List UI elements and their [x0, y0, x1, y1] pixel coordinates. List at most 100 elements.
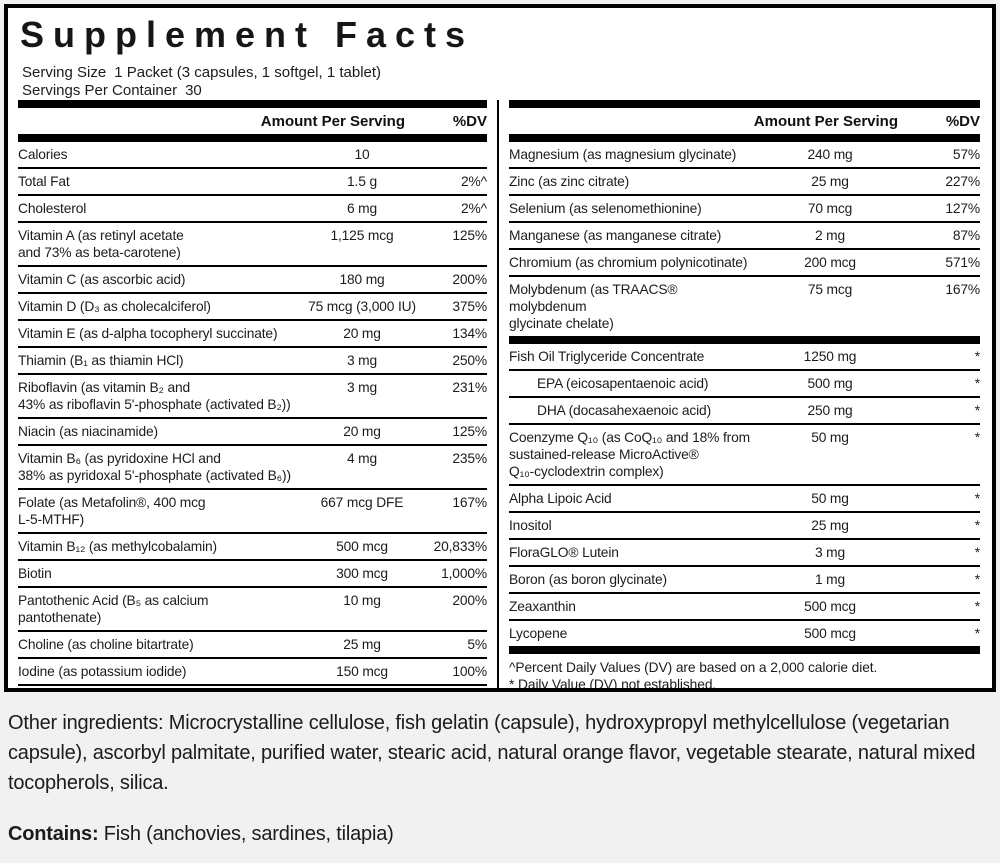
nutrient-name: FloraGLO® Lutein	[509, 545, 619, 560]
nutrient-amount: 240 mg	[807, 147, 853, 162]
nutrient-dv: *	[974, 349, 980, 364]
nutrient-name: Pantothenic Acid (B₅ as calcium pantothe…	[18, 593, 209, 625]
table-row: Vitamin A (as retinyl acetate and 73% as…	[18, 223, 487, 267]
table-row: Vitamin B₆ (as pyridoxine HCl and 38% as…	[18, 446, 487, 490]
nutrient-name: Cholesterol	[18, 201, 87, 216]
table-row: Molybdenum (as TRAACS® molybdenum glycin…	[509, 277, 980, 336]
table-row: Magnesium (as magnesium glycinate) 240 m…	[509, 142, 980, 169]
percent-dv-header: %DV	[945, 113, 980, 130]
table-row: Selenium (as selenomethionine) 70 mcg 12…	[509, 196, 980, 223]
table-row: Vitamin C (as ascorbic acid) 180 mg 200%	[18, 267, 487, 294]
nutrient-name: Boron (as boron glycinate)	[509, 572, 667, 587]
nutrient-amount: 6 mg	[346, 201, 378, 216]
serving-size-line: Serving Size 1 Packet (3 capsules, 1 soft…	[22, 64, 992, 82]
right-table-rows: Magnesium (as magnesium glycinate) 240 m…	[509, 142, 980, 654]
nutrient-name: Molybdenum (as TRAACS® molybdenum glycin…	[509, 282, 678, 331]
nutrient-dv: 231%	[452, 380, 487, 395]
section-divider-rule	[509, 336, 980, 344]
nutrient-amount: 200 mcg	[804, 255, 856, 270]
nutrient-dv: *	[974, 545, 980, 560]
nutrient-amount: 4 mg	[346, 451, 378, 466]
nutrient-dv: *	[974, 518, 980, 533]
nutrient-name: Biotin	[18, 566, 52, 581]
nutrient-amount: 10 mg	[343, 593, 381, 608]
other-ingredients-text: Microcrystalline cellulose, fish gelatin…	[8, 712, 976, 794]
nutrient-amount: 20 mg	[343, 326, 381, 341]
table-row: Biotin 300 mcg 1,000%	[18, 561, 487, 588]
servings-per-container-line: Servings Per Container 30	[22, 82, 992, 100]
nutrient-name: Chromium (as chromium polynicotinate)	[509, 255, 748, 270]
nutrient-amount: 25 mg	[811, 174, 849, 189]
table-row: Vitamin B₁₂ (as methylcobalamin) 500 mcg…	[18, 534, 487, 561]
nutrient-amount: 1250 mg	[803, 349, 857, 364]
supplement-facts-panel: Supplement Facts Serving Size 1 Packet (3…	[4, 4, 996, 692]
nutrient-dv: 2%^	[461, 174, 487, 189]
nutrient-amount: 25 mg	[811, 518, 849, 533]
table-row: Lycopene 500 mcg *	[509, 621, 980, 646]
nutrient-amount: 1 mg	[814, 572, 846, 587]
nutrient-name: Inositol	[509, 518, 552, 533]
other-ingredients-label: Other ingredients:	[8, 712, 164, 734]
table-row: Total Fat 1.5 g 2%^	[18, 169, 487, 196]
nutrient-name: Zeaxanthin	[509, 599, 576, 614]
table-row: Cholesterol 6 mg 2%^	[18, 196, 487, 223]
serving-size-label: Serving Size	[22, 64, 107, 81]
footnotes: ^Percent Daily Values (DV) are based on …	[509, 654, 980, 688]
table-row: Boron (as boron glycinate) 1 mg *	[509, 567, 980, 594]
nutrient-name: Niacin (as niacinamide)	[18, 424, 158, 439]
table-row: EPA (eicosapentaenoic acid) 500 mg *	[509, 371, 980, 398]
nutrient-dv: 375%	[452, 299, 487, 314]
servings-per-container-label: Servings Per Container	[22, 82, 178, 99]
servings-per-container-value: 30	[185, 82, 202, 99]
nutrient-name: Choline (as choline bitartrate)	[18, 637, 194, 652]
table-row: Niacin (as niacinamide) 20 mg 125%	[18, 419, 487, 446]
table-row: Alpha Lipoic Acid 50 mg *	[509, 486, 980, 513]
nutrient-dv: *	[974, 376, 980, 391]
nutrient-dv: 250%	[452, 353, 487, 368]
contains-statement: Contains: Fish (anchovies, sardines, til…	[8, 821, 988, 847]
table-row: Vitamin D (D₃ as cholecalciferol) 75 mcg…	[18, 294, 487, 321]
percent-dv-header: %DV	[452, 113, 487, 130]
thick-rule-top	[509, 100, 980, 108]
nutrient-dv: 125%	[452, 228, 487, 243]
thick-rule-under-header	[18, 134, 487, 142]
nutrient-amount: 250 mg	[807, 403, 853, 418]
nutrient-amount: 2 mg	[814, 228, 846, 243]
nutrient-name: DHA (docasahexaenoic acid)	[537, 403, 712, 418]
nutrient-dv: 571%	[945, 255, 980, 270]
nutrient-dv: 127%	[945, 201, 980, 216]
nutrient-name: Zinc (as zinc citrate)	[509, 174, 630, 189]
nutrient-amount: 1.5 g	[347, 174, 377, 189]
amount-per-serving-header: Amount Per Serving	[260, 113, 405, 130]
nutrient-dv: 235%	[452, 451, 487, 466]
table-row: Riboflavin (as vitamin B₂ and 43% as rib…	[18, 375, 487, 419]
nutrient-name: Magnesium (as magnesium glycinate)	[509, 147, 737, 162]
right-column-header: Amount Per Serving %DV	[509, 108, 980, 134]
nutrient-dv: *	[974, 572, 980, 587]
table-row: Iodine (as potassium iodide) 150 mcg 100…	[18, 659, 487, 686]
nutrient-name: Vitamin C (as ascorbic acid)	[18, 272, 186, 287]
nutrient-name: Fish Oil Triglyceride Concentrate	[509, 349, 705, 364]
table-row: Zinc (as zinc citrate) 25 mg 227%	[509, 169, 980, 196]
contains-text: Fish (anchovies, sardines, tilapia)	[103, 823, 394, 845]
facts-tables: Amount Per Serving %DV Calories 10 Total…	[8, 100, 992, 688]
nutrient-name: Vitamin B₁₂ (as methylcobalamin)	[18, 539, 217, 554]
nutrient-amount: 1,125 mcg	[330, 228, 394, 243]
nutrient-dv: *	[974, 599, 980, 614]
nutrient-amount: 50 mg	[811, 430, 849, 445]
nutrient-amount: 500 mcg	[804, 599, 856, 614]
right-column: Amount Per Serving %DV Magnesium (as mag…	[497, 100, 992, 688]
table-row: Manganese (as manganese citrate) 2 mg 87…	[509, 223, 980, 250]
nutrient-dv: 100%	[452, 664, 487, 679]
other-ingredients: Other ingredients: Microcrystalline cell…	[8, 708, 988, 798]
nutrient-dv: 200%	[452, 593, 487, 608]
nutrient-amount: 20 mg	[343, 424, 381, 439]
nutrient-name: EPA (eicosapentaenoic acid)	[537, 376, 709, 391]
nutrient-dv: 20,833%	[433, 539, 488, 554]
nutrient-name: Thiamin (B₁ as thiamin HCl)	[18, 353, 184, 368]
table-row: Pantothenic Acid (B₅ as calcium pantothe…	[18, 588, 487, 632]
nutrient-name: Riboflavin (as vitamin B₂ and 43% as rib…	[18, 380, 291, 412]
contains-label: Contains:	[8, 823, 99, 845]
nutrient-amount: 3 mg	[346, 353, 378, 368]
